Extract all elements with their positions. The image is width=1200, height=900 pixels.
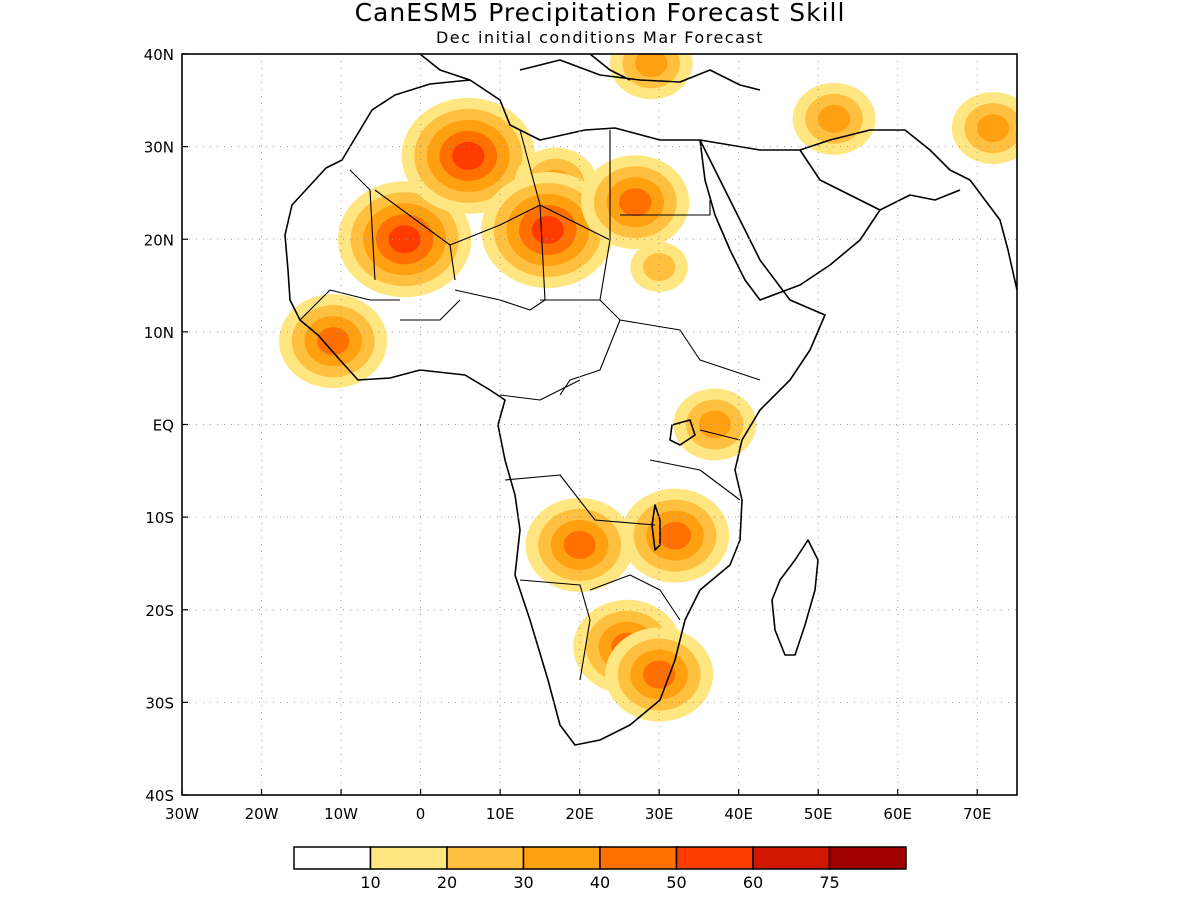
lon-tick-label: 60E: [883, 805, 912, 823]
asia-coastline: [799, 129, 1017, 291]
lon-tick-label: 10W: [324, 805, 358, 823]
latitude-labels: 40N 30N 20N 10N EQ 10S 20S 30S 40S: [144, 46, 174, 805]
lon-tick-label: 50E: [804, 805, 833, 823]
colorbar-swatch: [828, 846, 907, 870]
colorbar-label: 50: [666, 873, 686, 892]
map-subtitle: Dec initial conditions Mar Forecast: [435, 28, 764, 47]
colorbar: [293, 846, 907, 870]
skill-region-4-level-4: [619, 188, 652, 217]
madagascar-coastline: [771, 539, 819, 656]
lon-tick-label: 20E: [565, 805, 594, 823]
lon-tick-label: 0: [416, 805, 426, 823]
lon-tick-label: 30E: [645, 805, 674, 823]
longitude-labels: 30W 20W 10W 0 10E 20E 30E 40E 50E 60E 70E: [165, 805, 991, 823]
skill-region-12-level-3: [817, 104, 851, 133]
skill-region-6-level-4: [316, 327, 350, 356]
colorbar-label: 10: [360, 873, 380, 892]
lat-tick-label: 10S: [145, 509, 174, 527]
skill-region-1-level-5: [452, 141, 485, 170]
colorbar-swatch: [446, 846, 525, 870]
colorbar-labels: 10 20 30 40 50 60 75: [360, 873, 839, 892]
lat-tick-label: 10N: [144, 324, 174, 342]
skill-region-14-level-3: [635, 54, 668, 78]
lon-tick-label: 70E: [963, 805, 992, 823]
lat-tick-label: 20N: [144, 231, 174, 249]
lon-tick-label: 40E: [724, 805, 753, 823]
colorbar-swatch: [599, 846, 678, 870]
skill-shading-layer: [279, 54, 1017, 722]
lake-victoria: [669, 419, 696, 446]
colorbar-label: 20: [437, 873, 457, 892]
lat-tick-label: EQ: [153, 417, 174, 435]
axis-ticks: [181, 53, 978, 796]
coastlines-layer: [284, 54, 1017, 746]
lat-tick-label: 30S: [145, 694, 174, 712]
colorbar-swatch: [293, 846, 372, 870]
colorbar-swatch: [752, 846, 831, 870]
colorbar-swatch: [369, 846, 448, 870]
arabia-coastline: [699, 139, 881, 301]
mediterranean-north-coast: [419, 54, 761, 91]
country-borders: [299, 129, 761, 681]
lake-malawi: [651, 504, 661, 551]
skill-region-13-level-3: [977, 114, 1010, 143]
africa-coastline: [284, 79, 826, 746]
skill-region-3-level-5: [531, 215, 564, 244]
lat-tick-label: 20S: [145, 602, 174, 620]
skill-region-0-level-5: [388, 225, 421, 254]
colorbar-swatch: [522, 846, 601, 870]
colorbar-swatch: [675, 846, 754, 870]
lon-tick-label: 20W: [245, 805, 279, 823]
lat-tick-label: 40N: [144, 46, 174, 64]
colorbar-label: 60: [743, 873, 763, 892]
lat-tick-label: 40S: [145, 787, 174, 805]
lon-tick-label: 30W: [165, 805, 199, 823]
map-title: CanESM5 Precipitation Forecast Skill: [354, 0, 846, 27]
colorbar-label: 30: [513, 873, 533, 892]
skill-region-5-level-2: [643, 253, 676, 282]
colorbar-label: 40: [590, 873, 610, 892]
lat-tick-label: 30N: [144, 139, 174, 157]
skill-region-8-level-4: [658, 521, 692, 550]
lon-tick-label: 10E: [486, 805, 515, 823]
colorbar-label: 75: [819, 873, 839, 892]
